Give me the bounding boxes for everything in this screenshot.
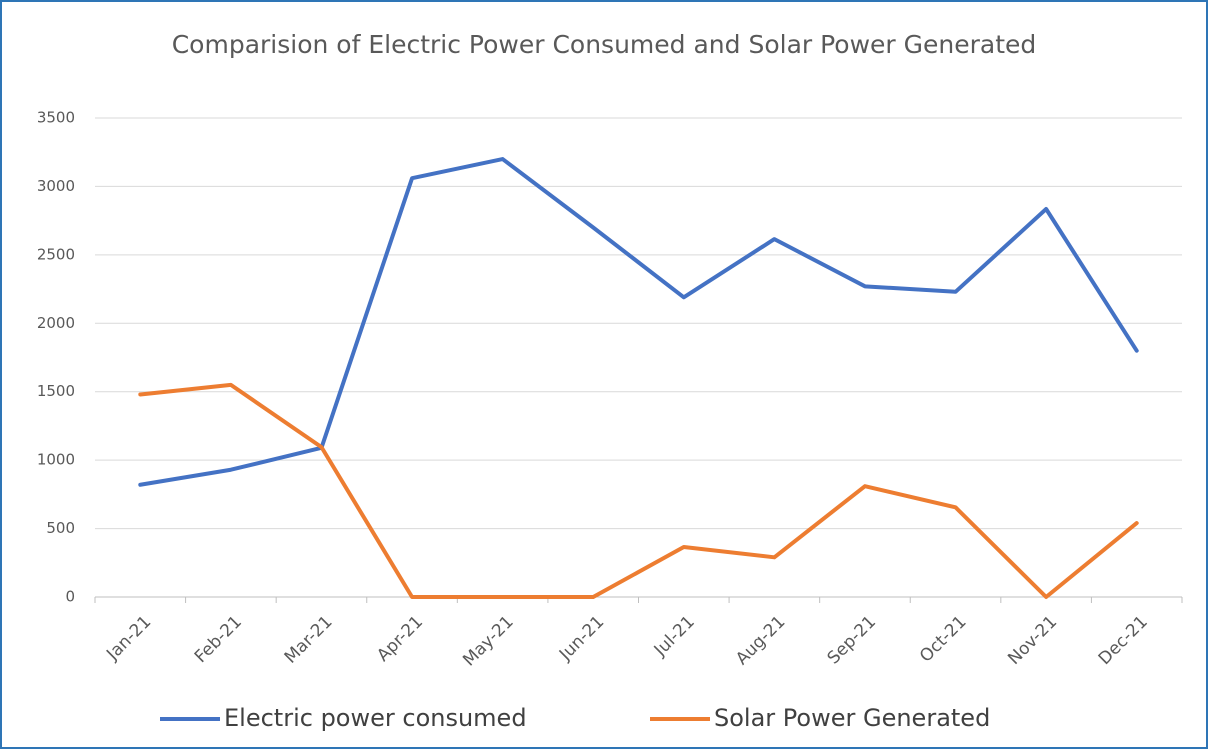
legend: Electric power consumed Solar Power Gener… [160,704,990,732]
y-tick-label: 500 [46,519,75,537]
x-tick-label: Apr-21 [373,612,427,666]
x-tick-label: Jan-21 [102,612,155,665]
x-tick-label: Oct-21 [916,612,971,667]
x-tick-label: Dec-21 [1095,612,1152,669]
x-tick-label: Jul-21 [650,612,699,661]
x-tick-label: Jun-21 [555,612,608,665]
y-tick-label: 1500 [37,382,75,400]
x-tick-label: Sep-21 [824,612,880,668]
y-tick-label: 0 [65,588,75,606]
legend-label: Solar Power Generated [714,704,990,732]
legend-label: Electric power consumed [224,704,527,732]
y-tick-label: 2500 [37,245,75,263]
x-tick-label: May-21 [459,612,517,670]
y-tick-label: 2000 [37,314,75,332]
line-series [138,157,1139,487]
line-series [138,382,1139,599]
chart-title: Comparision of Electric Power Consumed a… [171,30,1037,59]
x-tick-label: Aug-21 [732,612,789,669]
y-tick-label: 3000 [37,177,75,195]
y-tick-label: 3500 [37,109,75,127]
x-tick-label: Feb-21 [191,612,246,667]
x-tick-label: Mar-21 [281,612,337,668]
x-tick-label: Nov-21 [1004,612,1061,669]
y-tick-label: 1000 [37,451,75,469]
